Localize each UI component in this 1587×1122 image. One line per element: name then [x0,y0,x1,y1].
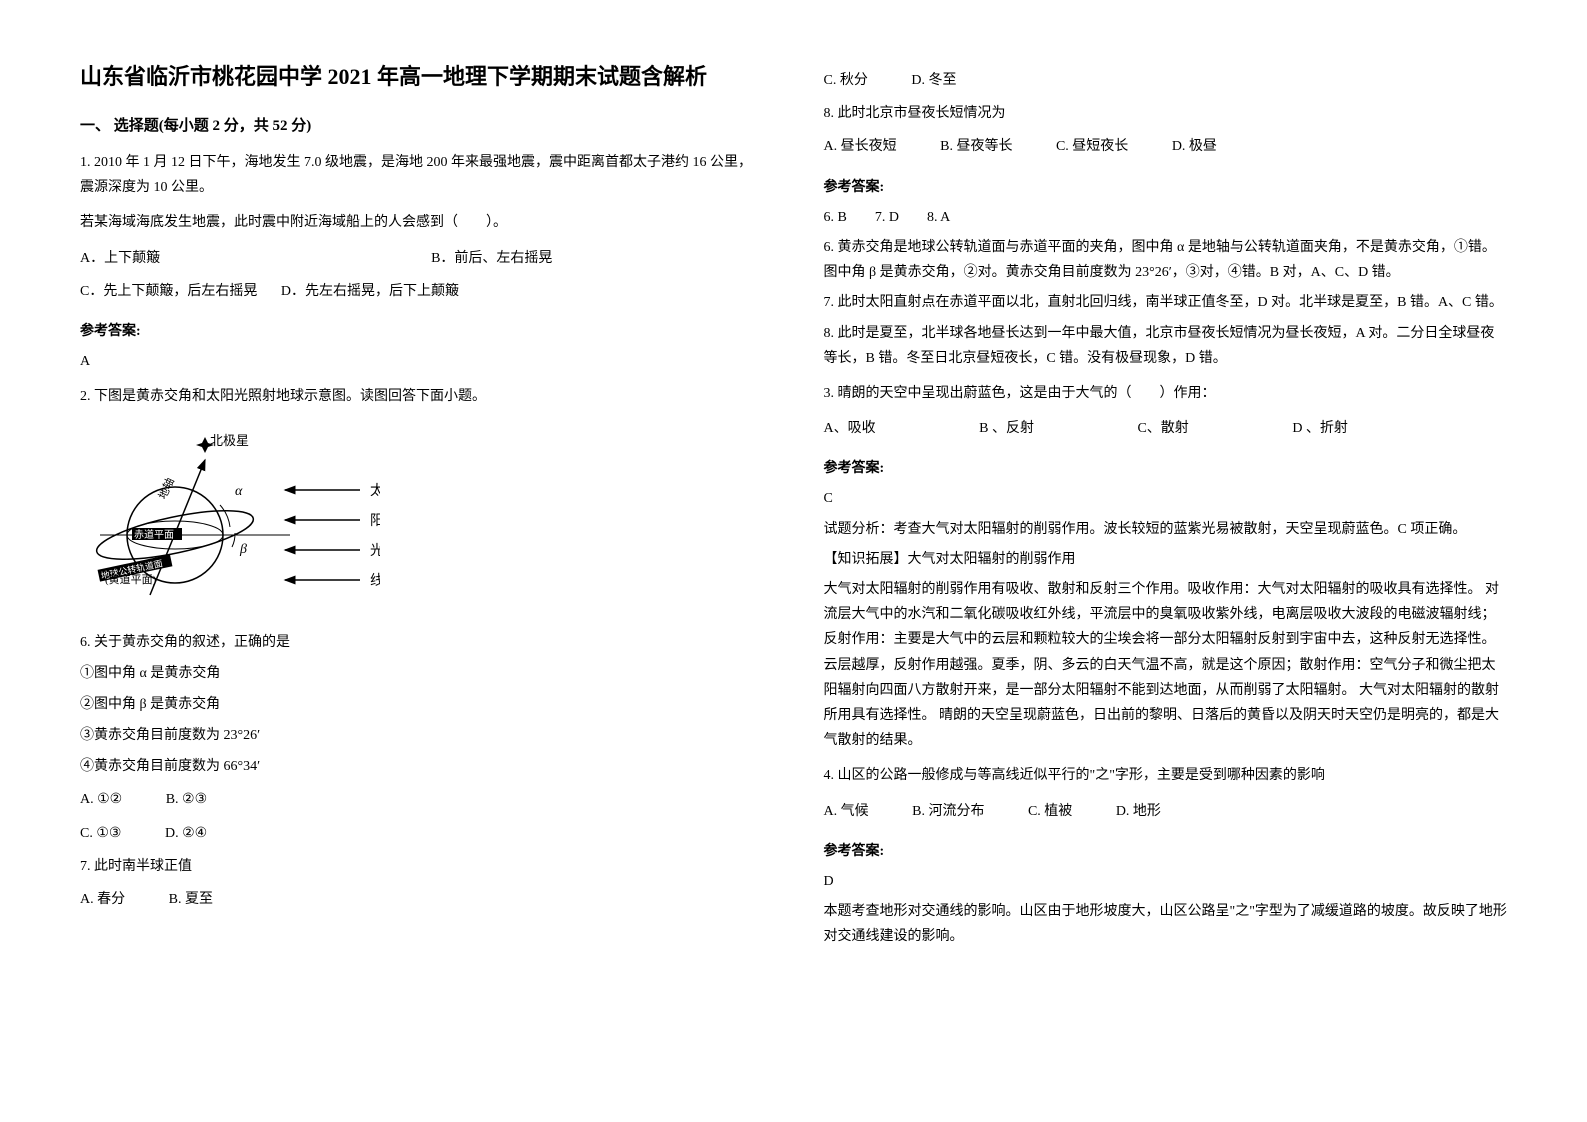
q2-6-option-d: D. ②④ [165,821,207,846]
q2-6-s2: ②图中角 β 是黄赤交角 [80,692,764,717]
q4-answer-label: 参考答案: [824,839,1508,864]
q2-exp6: 6. 黄赤交角是地球公转轨道面与赤道平面的夹角，图中角 α 是地轴与公转轨道面夹… [824,235,1508,285]
q2-8-option-d: D. 极昼 [1172,134,1217,159]
q3-options: A、吸收 B 、反射 C、散射 D 、折射 [824,416,1508,441]
q4-answer: D [824,869,1508,894]
q4-option-d: D. 地形 [1116,799,1161,824]
q2-7-options-cd: C. 秋分 D. 冬至 [824,68,1508,93]
q2-6-s1: ①图中角 α 是黄赤交角 [80,661,764,686]
left-column: 山东省临沂市桃花园中学 2021 年高一地理下学期期末试题含解析 一、 选择题(… [80,60,764,954]
q2-7-option-a: A. 春分 [80,887,125,912]
q2-7-options: A. 春分 B. 夏至 [80,887,764,912]
q2-8-options: A. 昼长夜短 B. 昼夜等长 C. 昼短夜长 D. 极昼 [824,134,1508,159]
exam-title: 山东省临沂市桃花园中学 2021 年高一地理下学期期末试题含解析 [80,60,764,93]
q2-6-option-c: C. ①③ [80,821,121,846]
sun-label-4: 线 [370,573,380,589]
q1-answer: A [80,349,764,374]
q2-6-ask: 6. 关于黄赤交角的叙述，正确的是 [80,630,764,655]
sun-label: 太 [370,483,380,499]
section-heading: 一、 选择题(每小题 2 分，共 52 分) [80,113,764,140]
q4-option-b: B. 河流分布 [912,799,984,824]
q2-7-option-d: D. 冬至 [911,68,956,93]
q2-6-options-row2: C. ①③ D. ②④ [80,821,764,846]
q2-8-option-a: A. 昼长夜短 [824,134,897,159]
polaris-label: 北极星 [210,433,249,448]
q3-answer: C [824,486,1508,511]
q2-8-option-c: C. 昼短夜长 [1056,134,1128,159]
q4-option-a: A. 气候 [824,799,869,824]
q1-options-row2: C．先上下颠簸，后左右摇晃 D．先左右摇晃，后下上颠簸 [80,279,764,304]
beta-label: β [239,542,247,557]
q4-stem: 4. 山区的公路一般修成与等高线近似平行的"之"字形，主要是受到哪种因素的影响 [824,763,1508,788]
q2-exp8: 8. 此时是夏至，北半球各地昼长达到一年中最大值，北京市昼夜长短情况为昼长夜短，… [824,321,1508,371]
q3-exp2: 大气对太阳辐射的削弱作用有吸收、散射和反射三个作用。吸收作用：大气对太阳辐射的吸… [824,577,1508,753]
q2-7-ask: 7. 此时南半球正值 [80,854,764,879]
q1-answer-label: 参考答案: [80,319,764,344]
q2-answer-label: 参考答案: [824,175,1508,200]
q2-6-option-b: B. ②③ [166,787,207,812]
earth-diagram-svg: 北极星 α β 太 阳 光 线 地轴 赤道平面 赤道平面 赤道平面 [80,425,380,615]
equator-label-text: 赤道平面 [134,528,174,541]
q2-answer-line: 6. B 7. D 8. A [824,205,1508,230]
q1-options: A．上下颠簸 B．前后、左右摇晃 [80,246,764,271]
q3-stem: 3. 晴朗的天空中呈现出蔚蓝色，这是由于大气的（ ）作用： [824,381,1508,406]
q2-6-s3: ③黄赤交角目前度数为 23°26′ [80,723,764,748]
q2-6-option-a: A. ①② [80,787,122,812]
alpha-label: α [235,484,243,499]
q3-option-c: C、散射 [1137,416,1188,441]
q4-option-c: C. 植被 [1028,799,1072,824]
q4-exp: 本题考查地形对交通线的影响。山区由于地形坡度大，山区公路呈"之"字型为了减缓道路… [824,899,1508,949]
q1-stem: 1. 2010 年 1 月 12 日下午，海地发生 7.0 级地震，是海地 20… [80,150,764,200]
q2-7-option-b: B. 夏至 [169,887,213,912]
q2-diagram: 北极星 α β 太 阳 光 线 地轴 赤道平面 赤道平面 赤道平面 [80,425,764,615]
q3-option-a: A、吸收 [824,416,876,441]
ecliptic-paren-label: (黄道平面) [105,572,157,586]
q2-7-option-c: C. 秋分 [824,68,868,93]
q2-8-ask: 8. 此时北京市昼夜长短情况为 [824,101,1508,126]
q2-stem: 2. 下图是黄赤交角和太阳光照射地球示意图。读图回答下面小题。 [80,384,764,409]
q1-option-b: B．前后、左右摇晃 [431,246,552,271]
sun-label-2: 阳 [370,513,380,529]
right-column: C. 秋分 D. 冬至 8. 此时北京市昼夜长短情况为 A. 昼长夜短 B. 昼… [824,60,1508,954]
q3-answer-label: 参考答案: [824,456,1508,481]
q2-exp7: 7. 此时太阳直射点在赤道平面以北，直射北回归线，南半球正值冬至，D 对。北半球… [824,290,1508,315]
q1-option-d: D．先左右摇晃，后下上颠簸 [281,279,459,304]
q3-exp-title: 【知识拓展】大气对太阳辐射的削弱作用 [824,547,1508,572]
q2-6-s4: ④黄赤交角目前度数为 66°34′ [80,754,764,779]
sun-label-3: 光 [370,543,380,559]
q3-option-d: D 、折射 [1292,416,1348,441]
q2-8-option-b: B. 昼夜等长 [940,134,1012,159]
q4-options: A. 气候 B. 河流分布 C. 植被 D. 地形 [824,799,1508,824]
q3-option-b: B 、反射 [979,416,1034,441]
q1-option-c: C．先上下颠簸，后左右摇晃 [80,279,257,304]
q1-ask: 若某海域海底发生地震，此时震中附近海域船上的人会感到（ ）。 [80,210,764,235]
q1-option-a: A．上下颠簸 [80,246,388,271]
q2-6-options-row1: A. ①② B. ②③ [80,787,764,812]
q3-exp1: 试题分析：考查大气对太阳辐射的削弱作用。波长较短的蓝紫光易被散射，天空呈现蔚蓝色… [824,517,1508,542]
